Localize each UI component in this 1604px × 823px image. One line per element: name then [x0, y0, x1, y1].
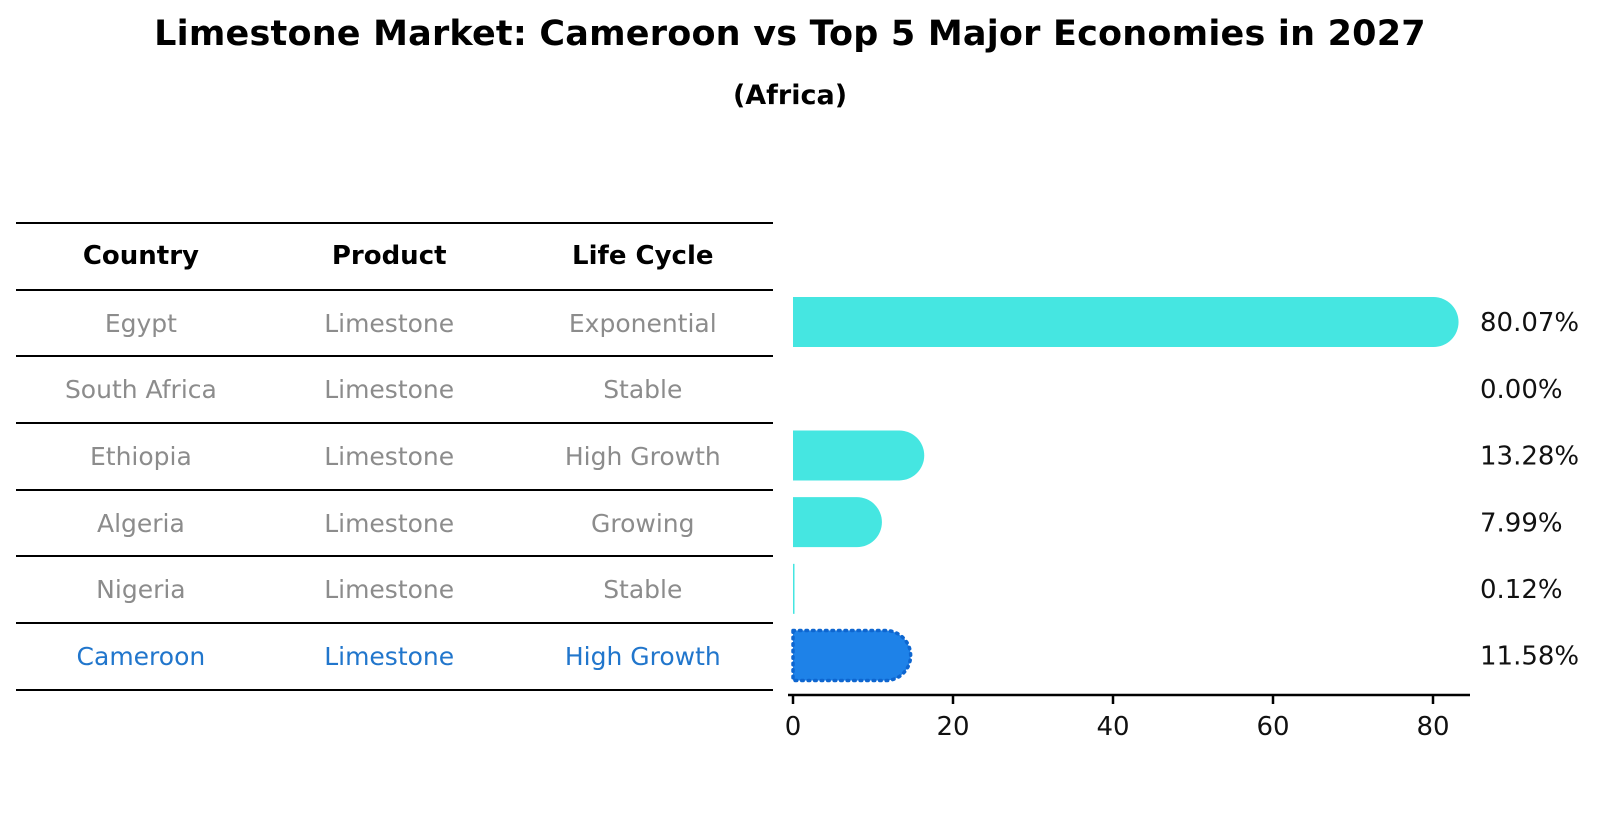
x-axis-tick-label: 80	[1416, 712, 1449, 742]
table-header-row: Country Product Life Cycle	[16, 224, 773, 291]
bar-ethiopia	[793, 430, 925, 481]
cell-product: Limestone	[324, 441, 455, 471]
bar-algeria	[793, 497, 882, 548]
table-row-nigeria: Nigeria Limestone Stable	[16, 557, 773, 625]
col-header-product: Product	[331, 241, 447, 272]
x-axis-tick-label: 60	[1256, 712, 1289, 742]
value-label-south-africa: 0.00%	[1480, 375, 1563, 405]
value-label-egypt: 80.07%	[1480, 308, 1579, 338]
cell-life-cycle: High Growth	[564, 641, 721, 671]
comparison-table: Country Product Life Cycle Egypt Limesto…	[16, 222, 773, 691]
cell-product: Limestone	[324, 375, 455, 405]
table-row-ethiopia: Ethiopia Limestone High Growth	[16, 424, 773, 491]
cell-country: Nigeria	[96, 575, 186, 605]
col-header-country: Country	[82, 241, 199, 272]
x-axis-tick-label: 40	[1096, 712, 1129, 742]
bar-cameroon	[791, 628, 913, 683]
cell-country: Algeria	[96, 508, 185, 538]
page-title: Limestone Market: Cameroon vs Top 5 Majo…	[154, 14, 1426, 54]
table-row-cameroon: Cameroon Limestone High Growth	[16, 624, 773, 691]
page-subtitle: (Africa)	[732, 80, 848, 111]
cell-life-cycle: Growing	[591, 508, 695, 538]
table-row-south-africa: South Africa Limestone Stable	[16, 357, 773, 425]
table-row-algeria: Algeria Limestone Growing	[16, 491, 773, 558]
cell-country: Egypt	[104, 308, 177, 338]
x-axis-tick-label: 20	[936, 712, 969, 742]
cell-product: Limestone	[324, 308, 455, 338]
cell-product: Limestone	[324, 641, 455, 671]
table-row-egypt: Egypt Limestone Exponential	[16, 291, 773, 358]
bar-nigeria	[793, 563, 795, 614]
cell-country: South Africa	[64, 375, 217, 405]
cell-country: Ethiopia	[89, 441, 192, 471]
cell-life-cycle: High Growth	[564, 441, 721, 471]
col-header-life-cycle: Life Cycle	[572, 241, 714, 272]
cell-life-cycle: Exponential	[568, 308, 717, 338]
cell-life-cycle: Stable	[603, 375, 683, 405]
value-label-ethiopia: 13.28%	[1480, 442, 1579, 472]
x-axis-tick-label: 0	[785, 712, 802, 742]
value-label-algeria: 7.99%	[1480, 508, 1563, 538]
value-label-cameroon: 11.58%	[1480, 642, 1579, 672]
cell-life-cycle: Stable	[603, 575, 683, 605]
cell-product: Limestone	[324, 508, 455, 538]
cell-country: Cameroon	[76, 641, 206, 671]
bar-egypt	[793, 297, 1459, 348]
bar-chart: 80.07% 0.00% 13.28% 7.99% 0.12% 11.58% 0 20 40 60…	[785, 297, 1579, 742]
value-label-nigeria: 0.12%	[1480, 575, 1563, 605]
cell-product: Limestone	[324, 575, 455, 605]
